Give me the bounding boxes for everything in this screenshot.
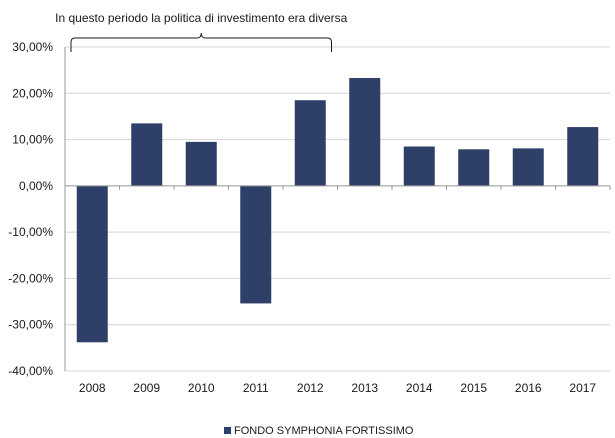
grid-lines bbox=[64, 46, 610, 372]
x-tick-label: 2009 bbox=[133, 381, 160, 395]
x-tick-label: 2008 bbox=[79, 381, 106, 395]
bar-2016 bbox=[512, 148, 544, 186]
bar-2011 bbox=[240, 185, 272, 304]
bar-2015 bbox=[458, 149, 490, 186]
x-tick-label: 2016 bbox=[515, 381, 542, 395]
bar-2017 bbox=[567, 127, 599, 186]
bar-2008 bbox=[76, 185, 108, 343]
legend: FONDO SYMPHONIA FORTISSIMO bbox=[224, 425, 414, 437]
x-tick-label: 2015 bbox=[460, 381, 487, 395]
y-tick-label: 30,00% bbox=[12, 40, 53, 54]
bar-2009 bbox=[131, 123, 163, 186]
period-brace bbox=[70, 32, 332, 52]
x-tick-label: 2014 bbox=[406, 381, 433, 395]
x-tick-label: 2013 bbox=[351, 381, 378, 395]
x-tick-label: 2017 bbox=[569, 381, 596, 395]
x-tick-label: 2012 bbox=[297, 381, 324, 395]
y-tick-label: 10,00% bbox=[12, 133, 53, 147]
y-tick-label: 0,00% bbox=[19, 179, 53, 193]
x-axis-ticks: 2008 2009 2010 2011 2012 2013 2014 2015 2016 2017 bbox=[79, 381, 597, 395]
annotation-text: In questo periodo la politica di investi… bbox=[55, 11, 347, 25]
y-tick-label: -20,00% bbox=[8, 271, 53, 285]
legend-label: FONDO SYMPHONIA FORTISSIMO bbox=[234, 425, 414, 437]
y-tick-label: 20,00% bbox=[12, 86, 53, 100]
x-tick-label: 2010 bbox=[188, 381, 215, 395]
bar-2014 bbox=[403, 146, 435, 186]
y-axis-ticks: 30,00% 20,00% 10,00% 0,00% -10,00% -20,00% -30… bbox=[8, 40, 53, 378]
y-tick-label: -30,00% bbox=[8, 318, 53, 332]
legend-swatch bbox=[224, 427, 231, 434]
bar-2013 bbox=[349, 78, 381, 186]
bar-2010 bbox=[185, 141, 217, 186]
bars bbox=[64, 78, 611, 343]
y-tick-label: -10,00% bbox=[8, 225, 53, 239]
x-tick-label: 2011 bbox=[243, 381, 269, 395]
bar-2012 bbox=[294, 100, 326, 186]
y-tick-label: -40,00% bbox=[8, 364, 53, 378]
